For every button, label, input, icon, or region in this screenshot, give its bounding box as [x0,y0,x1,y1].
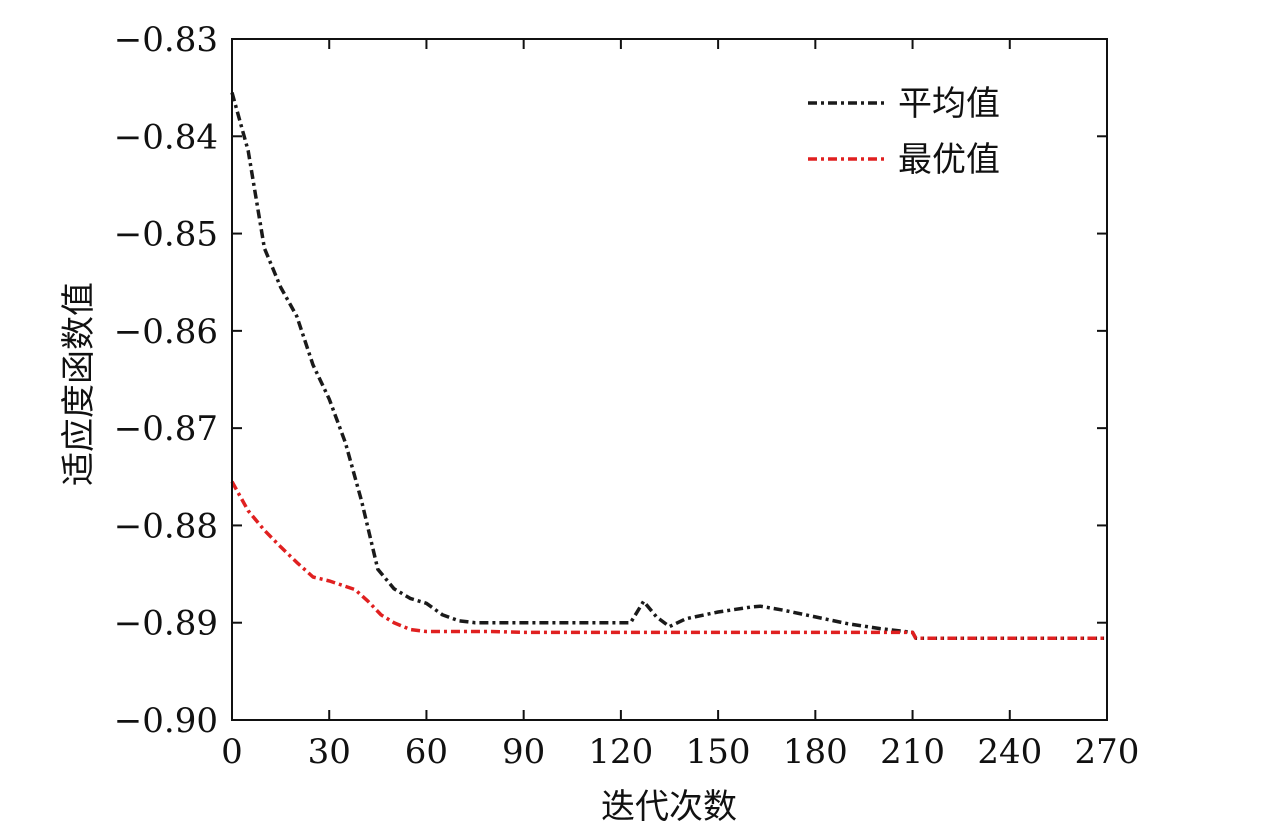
series-line-1 [230,480,1107,641]
y-tick-label: −0.84 [114,117,218,157]
x-tick-label: 270 [1075,732,1140,772]
x-tick-label: 150 [686,732,751,772]
y-tick-label: −0.88 [114,506,218,546]
y-tick-label: −0.83 [114,20,218,60]
y-tick-label: −0.87 [114,409,218,449]
y-tick-label: −0.85 [114,215,218,255]
y-tick-label: −0.86 [114,312,218,352]
x-tick-label: 0 [221,732,243,772]
x-tick-label: 90 [502,732,545,772]
legend-label-1: 最优值 [898,140,1000,180]
x-tick-label: 210 [880,732,945,772]
series-layer [230,92,1107,641]
plot-frame [231,38,1108,721]
y-tick-label: −0.89 [114,604,218,644]
x-tick-label: 180 [783,732,848,772]
x-tick-label: 240 [977,732,1042,772]
y-axis-label: 适应度函数值 [59,282,99,486]
legend-label-0: 平均值 [898,84,1000,124]
x-axis: 0 30 60 90 120 150 180 210 240 270 [221,39,1139,772]
x-axis-label: 迭代次数 [601,787,737,827]
y-tick-label: −0.90 [114,701,218,741]
x-tick-label: 30 [308,732,351,772]
x-tick-label: 60 [405,732,448,772]
series-line-0 [230,92,1107,641]
y-axis: −0.83 −0.84 −0.85 −0.86 −0.87 −0.88 −0.89 −0.90 [114,20,1107,741]
x-tick-label: 120 [588,732,653,772]
